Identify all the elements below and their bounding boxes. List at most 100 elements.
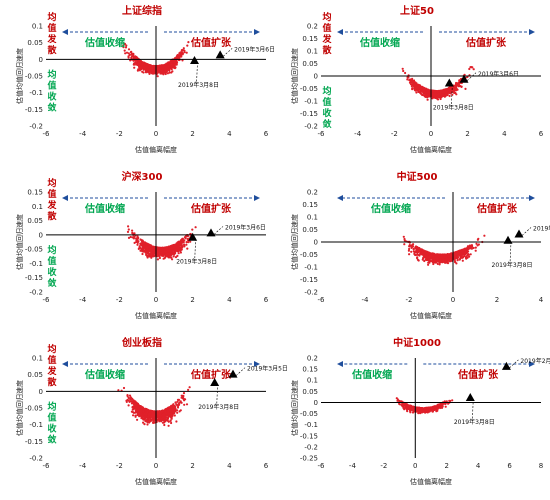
- scatter-point: [165, 70, 169, 73]
- expand-label: 估值扩张: [465, 36, 507, 49]
- scatter-point: [125, 399, 128, 402]
- scatter-point: [130, 55, 133, 58]
- scatter-point: [148, 419, 152, 422]
- scatter-point: [134, 57, 137, 60]
- x-tick-label: -4: [79, 462, 87, 470]
- scatter-point: [470, 246, 473, 249]
- scatter-point: [164, 70, 167, 73]
- scatter-point: [146, 254, 149, 257]
- scatter-point: [422, 89, 425, 92]
- scatter-point: [189, 240, 192, 243]
- scatter-point: [403, 237, 406, 241]
- scatter-point: [170, 244, 173, 247]
- scatter-point: [170, 71, 173, 74]
- scatter-point: [156, 258, 159, 261]
- scatter-point: [431, 252, 434, 255]
- y-tick-label: -0.2: [29, 123, 43, 131]
- scatter-point: [146, 421, 149, 424]
- x-tick-label: -4: [79, 130, 87, 138]
- scatter-point: [170, 247, 173, 250]
- scatter-point: [455, 83, 458, 86]
- scatter-point: [166, 419, 169, 422]
- scatter-point: [176, 406, 180, 409]
- scatter-point: [135, 238, 138, 241]
- scatter-point: [437, 90, 440, 93]
- mean-diverge-label: 值: [47, 188, 56, 200]
- scatter-point: [136, 405, 139, 408]
- scatter-point: [122, 386, 126, 390]
- scatter-point: [170, 414, 173, 417]
- scatter-point: [433, 93, 437, 96]
- scatter-point: [174, 252, 177, 255]
- scatter-point: [438, 254, 442, 257]
- scatter-point: [134, 415, 137, 418]
- scatter-point: [168, 247, 171, 250]
- expand-arrowhead: [529, 29, 535, 35]
- scatter-point: [465, 247, 468, 250]
- scatter-point: [426, 93, 430, 96]
- scatter-point: [446, 260, 449, 263]
- callout-line: [235, 367, 246, 376]
- scatter-point: [417, 247, 420, 250]
- mean-diverge-label: 散: [47, 376, 57, 388]
- scatter-point: [436, 98, 440, 101]
- scatter-point: [443, 256, 446, 259]
- scatter-point: [156, 75, 159, 78]
- chart-svg: 创业板指估值均值回归速度0.10.050-0.05-0.1-0.15-0.2-6…: [15, 336, 288, 486]
- scatter-point: [175, 61, 178, 64]
- y-tick-label: 0.05: [27, 217, 43, 225]
- scatter-point: [412, 248, 415, 251]
- scatter-point: [168, 414, 171, 418]
- mean-diverge-label: 均: [47, 177, 56, 189]
- x-tick-label: 0: [154, 130, 158, 138]
- x-tick-label: -2: [380, 462, 387, 470]
- callout-line: [451, 84, 453, 107]
- x-tick-label: -4: [362, 296, 370, 304]
- scatter-point: [132, 59, 135, 62]
- scatter-point: [181, 239, 184, 242]
- x-tick-label: 0: [413, 462, 417, 470]
- scatter-point: [156, 254, 159, 257]
- scatter-point: [417, 250, 420, 254]
- chart-svg: 中证500估值均值回归速度0.20.150.10.050-0.05-0.1-0.…: [290, 170, 550, 320]
- scatter-point: [427, 261, 430, 264]
- scatter-point: [173, 414, 176, 417]
- scatter-point: [156, 251, 159, 254]
- scatter-point: [131, 408, 134, 411]
- scatter-point: [418, 84, 421, 87]
- scatter-point: [417, 259, 420, 262]
- mean-converge-label: 收: [47, 422, 56, 434]
- scatter-point: [440, 254, 443, 257]
- scatter-point: [143, 241, 146, 244]
- scatter-point: [136, 243, 139, 246]
- highlight-triangle: [514, 229, 524, 238]
- scatter-point: [129, 59, 132, 62]
- scatter-point: [181, 59, 184, 62]
- expand-label: 估值扩张: [190, 368, 232, 381]
- x-tick-label: 2: [190, 296, 194, 304]
- scatter-point: [181, 397, 184, 400]
- scatter-point: [177, 398, 181, 401]
- x-tick-label: -2: [116, 462, 123, 470]
- mean-converge-label: 均: [322, 85, 331, 97]
- callout-line: [213, 226, 224, 235]
- scatter-point: [174, 401, 177, 404]
- y-axis-label: 估值均值回归速度: [290, 48, 299, 104]
- scatter-point: [454, 257, 457, 260]
- scatter-point: [186, 235, 189, 238]
- scatter-point: [446, 254, 449, 257]
- scatter-point: [139, 59, 142, 62]
- scatter-point: [419, 251, 422, 254]
- x-tick-label: 4: [227, 462, 232, 470]
- mean-diverge-label: 发: [46, 199, 57, 211]
- scatter-point: [437, 260, 440, 263]
- y-tick-label: 0: [39, 56, 43, 64]
- y-tick-label: -0.2: [304, 443, 318, 451]
- scatter-point: [153, 246, 156, 249]
- mean-diverge-label: 均: [322, 11, 331, 23]
- scatter-point: [172, 66, 176, 69]
- scatter-point: [477, 243, 480, 246]
- scatter-panel: 创业板指 估值均值回归速度 0.1 0.05 0 -0.05 -0.1 -0.15 -0.2 -6…: [0, 332, 288, 498]
- scatter-point: [167, 424, 170, 427]
